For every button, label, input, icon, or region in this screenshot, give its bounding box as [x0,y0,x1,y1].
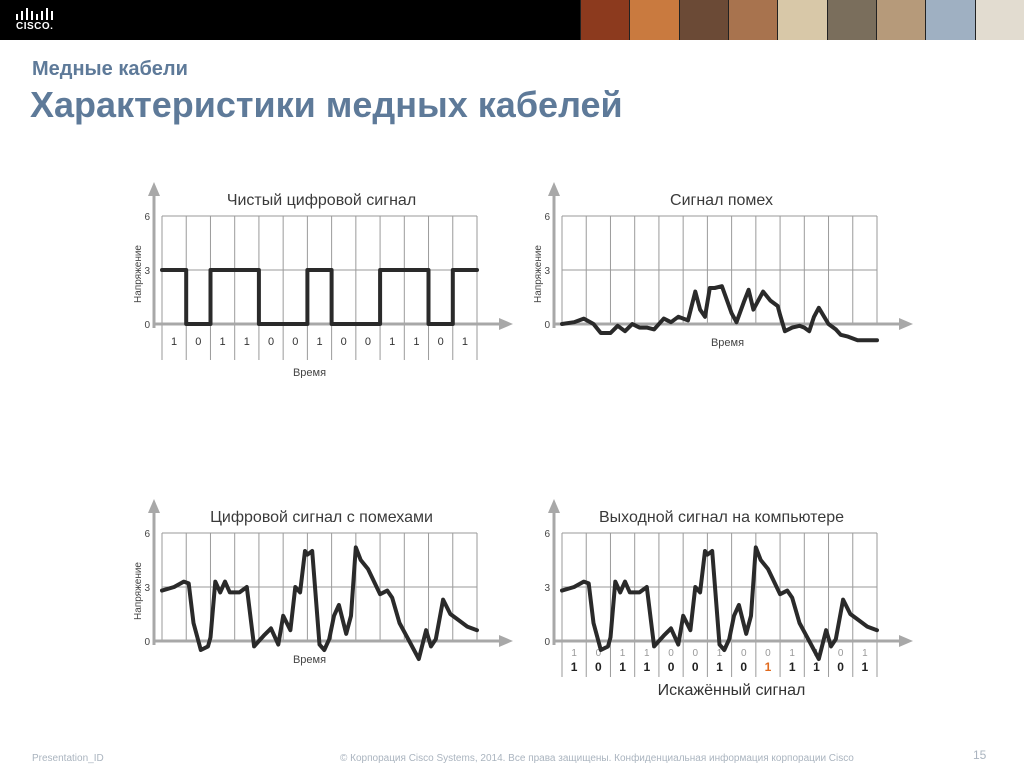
x-axis-label: Время [293,654,326,666]
series-line [560,545,879,661]
bit-label: 0 [268,336,274,348]
bit-label: 0 [438,336,444,348]
expected-bit-label: 1 [717,648,723,659]
bit-label: 1 [413,336,419,348]
chart-noise-signal: 0 3 6 Сигнал помех Напряжение Время [533,182,913,349]
error-bit-label: 1 [765,660,772,674]
bit-label: 0 [365,336,371,348]
chart-title: Чистый цифровой сигнал [227,192,416,209]
y-tick-label: 0 [144,320,150,331]
x-axis-label: Время [293,367,326,378]
expected-bit-label: 1 [789,648,795,659]
y-axis-arrow [148,182,160,196]
expected-bit-label: 1 [862,648,868,659]
cisco-logo: CISCO. [14,6,58,36]
bit-label: 1 [389,336,395,348]
bit-label: 0 [292,336,298,348]
expected-bit-label: 0 [692,648,698,659]
received-bit-label: 1 [619,660,626,674]
page-number: 15 [973,748,987,762]
expected-bit-label: 0 [765,648,771,659]
bit-label: 1 [171,336,177,348]
y-axis-arrow [548,499,560,513]
y-tick-label: 6 [144,212,150,223]
header-photo-strip [580,0,1024,40]
series-line [160,268,479,326]
received-bit-label: 1 [813,660,820,674]
footer-copyright: © Корпорация Cisco Systems, 2014. Все пр… [340,753,854,764]
series-line [160,545,479,661]
bit-label: 1 [244,336,250,348]
bit-label: 1 [316,336,322,348]
received-bit-label: 1 [789,660,796,674]
received-bit-label: 0 [668,660,675,674]
y-axis-label: Напряжение [133,562,144,620]
expected-bit-label: 1 [620,648,626,659]
header-photo [974,0,1024,40]
y-tick-label: 0 [544,637,550,648]
received-bit-label: 1 [862,660,869,674]
y-axis-label: Напряжение [533,245,544,303]
y-tick-label: 6 [544,212,550,223]
chart-title: Сигнал помех [670,192,773,209]
bit-label: 1 [220,336,226,348]
slide-subtitle: Медные кабели [32,58,188,80]
x-axis-arrow [899,318,913,330]
received-bit-label: 0 [837,660,844,674]
y-axis-arrow [148,499,160,513]
chart-clean-digital-signal: 0 3 6 Чистый цифровой сигнал Напряжение 1 0 1 1 0… [133,182,513,378]
y-tick-label: 3 [544,266,550,277]
y-axis-arrow [548,182,560,196]
x-axis-label: Искажённый сигнал [658,682,806,699]
x-axis-arrow [499,635,513,647]
y-tick-label: 0 [144,637,150,648]
chart-title: Выходной сигнал на компьютере [599,509,844,526]
received-bit-label: 1 [716,660,723,674]
expected-bit-label: 1 [644,648,650,659]
bit-label: 1 [462,336,468,348]
slide-title: Характеристики медных кабелей [30,84,623,125]
bit-label: 0 [195,336,201,348]
received-bit-label: 0 [595,660,602,674]
header-photo [580,0,630,40]
y-tick-label: 0 [544,320,550,331]
expected-bit-label: 0 [838,648,844,659]
x-axis-arrow [499,318,513,330]
header-photo [678,0,728,40]
header-photo [925,0,975,40]
expected-bit-label: 0 [596,648,602,659]
y-axis-label: Напряжение [133,245,144,303]
received-bit-label: 1 [571,660,578,674]
series-line [560,284,879,343]
x-axis-arrow [899,635,913,647]
expected-bit-label: 0 [741,648,747,659]
expected-bit-label: 1 [571,648,577,659]
y-tick-label: 3 [544,583,550,594]
chart-title: Цифровой сигнал с помехами [210,509,433,526]
x-axis-label: Время [711,337,744,349]
bit-label: 0 [341,336,347,348]
header-photo [826,0,876,40]
y-tick-label: 3 [144,266,150,277]
y-tick-label: 6 [544,529,550,540]
footer-presentation-id: Presentation_ID [32,753,104,764]
received-bit-label: 0 [692,660,699,674]
received-bit-label: 0 [740,660,747,674]
header-photo [777,0,827,40]
chart-noisy-digital-signal: 0 3 6 Цифровой сигнал с помехами Напряжение В… [133,499,513,666]
received-bit-label: 1 [643,660,650,674]
header-photo [727,0,778,40]
y-tick-label: 3 [144,583,150,594]
header-photo [629,0,679,40]
cisco-bars-icon [16,8,53,20]
y-tick-label: 6 [144,529,150,540]
top-bar: CISCO. [0,0,1024,40]
expected-bit-label: 0 [668,648,674,659]
logo-text: CISCO. [16,21,54,32]
header-photo [875,0,926,40]
